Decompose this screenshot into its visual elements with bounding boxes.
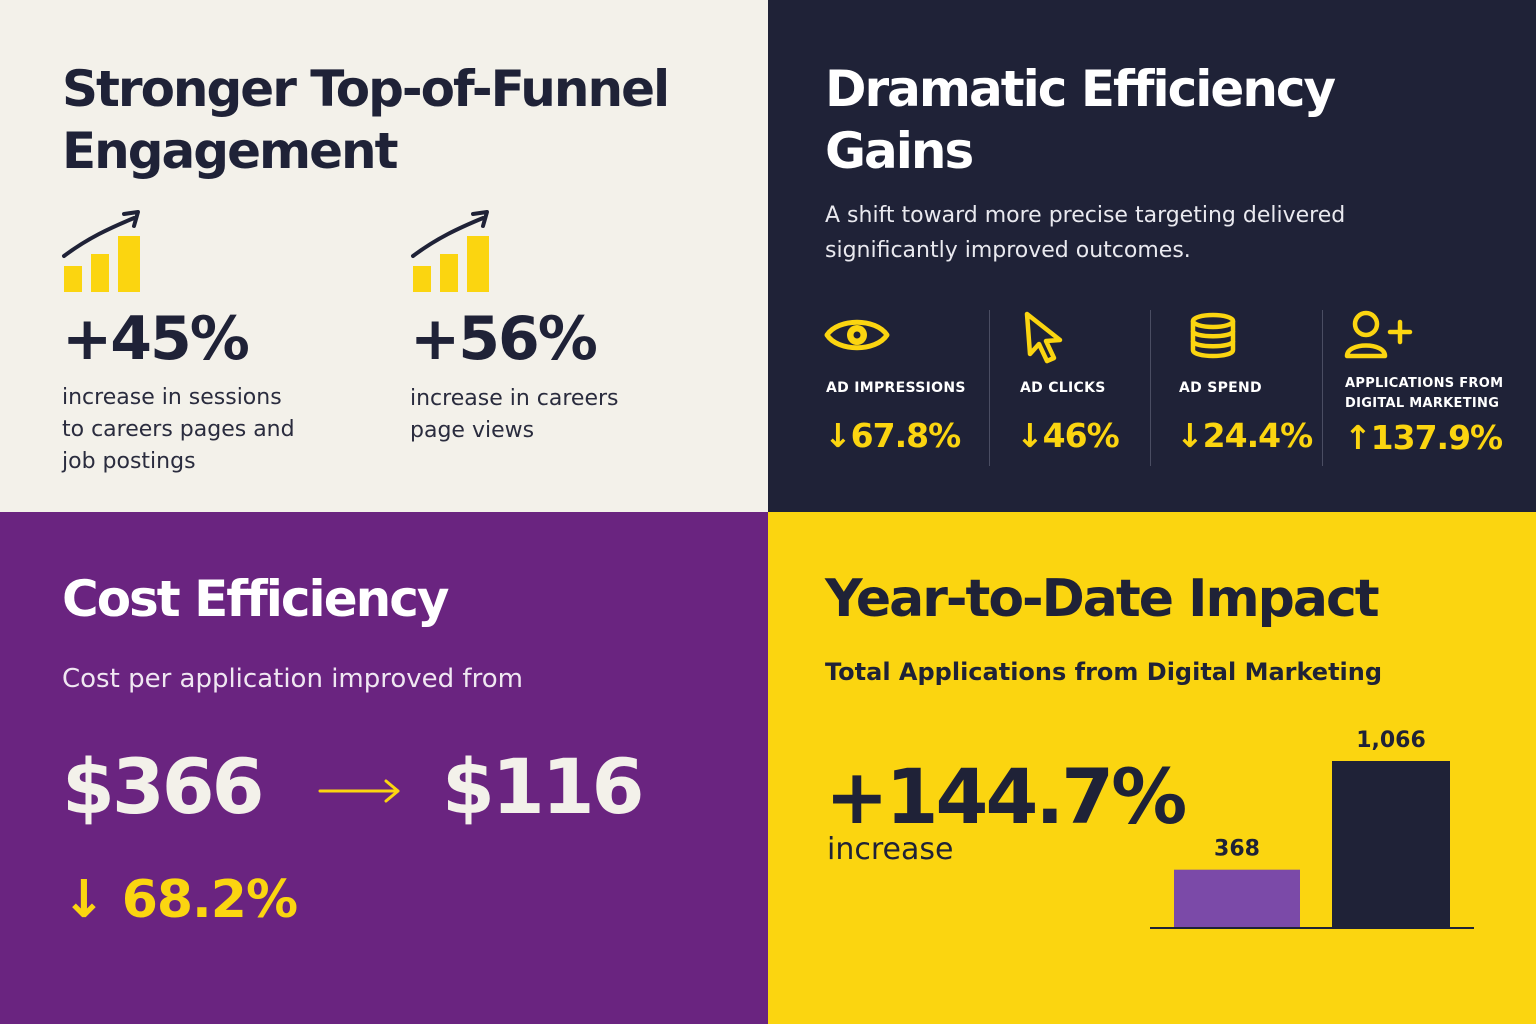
- change-number: 68.2%: [121, 870, 298, 930]
- chart-bar: [1332, 761, 1450, 927]
- panel-subtitle: Cost per application improved from: [62, 664, 523, 694]
- arrow-down-icon: ↓: [62, 870, 106, 930]
- metric-label: APPLICATIONS FROM DIGITAL MARKETING: [1345, 374, 1503, 414]
- metric-label: AD CLICKS: [1020, 380, 1106, 396]
- label-line: DIGITAL MARKETING: [1345, 396, 1500, 411]
- panel-top-funnel: Stronger Top-of-Funnel Engagement +45% i…: [0, 0, 768, 512]
- desc-line: increase in careers: [410, 386, 619, 411]
- desc-line: job postings: [62, 449, 196, 474]
- panel-cost-efficiency: Cost Efficiency Cost per application imp…: [0, 512, 768, 1024]
- panel-subtitle: A shift toward more precise targeting de…: [825, 198, 1465, 268]
- metric-number: 67.8%: [850, 416, 961, 455]
- metric-number: 46%: [1042, 416, 1120, 455]
- growth-bar-chart-icon: [411, 210, 489, 292]
- chart-bar: [1174, 869, 1300, 927]
- title-line: Engagement: [62, 122, 399, 180]
- to-price: $116: [442, 742, 645, 831]
- divider: [1322, 310, 1323, 466]
- metric-value: ↑137.9%: [1344, 418, 1503, 457]
- from-price: $366: [62, 742, 265, 831]
- metric-label: AD SPEND: [1179, 380, 1262, 396]
- subtitle-line: A shift toward more precise targeting de…: [825, 203, 1346, 228]
- chart-data-label: 1,066: [1356, 728, 1426, 753]
- title-line: Stronger Top-of-Funnel: [62, 60, 670, 118]
- title-line: Dramatic Efficiency: [825, 60, 1336, 118]
- change-value: ↓ 68.2%: [62, 870, 298, 930]
- divider: [989, 310, 990, 466]
- coin-stack-icon: [1190, 312, 1236, 359]
- metric-value: ↓24.4%: [1176, 416, 1313, 455]
- metric-value: ↓67.8%: [824, 416, 961, 455]
- arrow-down-icon: ↓: [824, 416, 852, 455]
- panel-ytd-impact: Year-to-Date Impact Total Applications f…: [768, 512, 1536, 1024]
- desc-line: to careers pages and: [62, 417, 295, 442]
- stat-value: +45%: [62, 304, 250, 374]
- subtitle-line: significantly improved outcomes.: [825, 238, 1191, 263]
- cursor-icon: [1024, 311, 1063, 364]
- panel-subtitle: Total Applications from Digital Marketin…: [825, 658, 1383, 686]
- eye-icon: [824, 319, 890, 351]
- panel-title: Dramatic Efficiency Gains: [825, 58, 1525, 182]
- headline-value: +144.7%: [825, 752, 1187, 841]
- applications-bar-chart: 368 1,066: [1150, 728, 1474, 929]
- arrow-right-icon: [318, 779, 400, 803]
- panel-title: Year-to-Date Impact: [825, 569, 1380, 629]
- stat-description: increase in sessions to careers pages an…: [62, 382, 362, 478]
- arrow-down-icon: ↓: [1016, 416, 1044, 455]
- panel-title: Cost Efficiency: [62, 570, 449, 628]
- growth-bar-chart-icon: [62, 210, 140, 292]
- chart-data-label: 368: [1214, 837, 1260, 862]
- desc-line: page views: [410, 418, 535, 443]
- label-line: APPLICATIONS FROM: [1345, 376, 1504, 391]
- metric-number: 137.9%: [1370, 418, 1503, 457]
- arrow-up-icon: ↑: [1344, 418, 1372, 457]
- metric-label: AD IMPRESSIONS: [826, 380, 966, 396]
- metric-value: ↓46%: [1016, 416, 1120, 455]
- stat-description: increase in careers page views: [410, 383, 710, 447]
- panel-title: Stronger Top-of-Funnel Engagement: [62, 58, 742, 182]
- desc-line: increase in sessions: [62, 385, 282, 410]
- add-user-icon: [1344, 310, 1413, 359]
- panel-efficiency-gains: Dramatic Efficiency Gains A shift toward…: [768, 0, 1536, 512]
- stat-value: +56%: [410, 304, 598, 374]
- metric-number: 24.4%: [1202, 416, 1313, 455]
- arrow-down-icon: ↓: [1176, 416, 1204, 455]
- title-line: Gains: [825, 122, 974, 180]
- headline-label: increase: [827, 832, 954, 867]
- divider: [1150, 310, 1151, 466]
